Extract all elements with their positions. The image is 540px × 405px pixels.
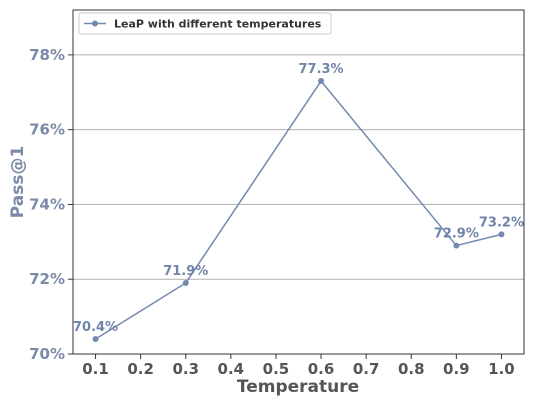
data-label: 70.4% [73,320,118,335]
x-axis-ticks: 0.1 0.2 0.3 0.4 0.5 0.6 0.7 0.8 0.9 1.0 [82,354,515,378]
data-label: 72.9% [434,227,479,242]
legend-box [78,12,332,35]
y-tick-label: 78% [29,46,65,64]
y-tick-label: 72% [29,270,65,288]
data-label: 77.3% [298,62,343,77]
data-point [498,231,505,238]
x-tick-label: 0.6 [308,360,335,378]
legend: LeaP with different temperatures [78,12,332,35]
x-axis-label: Temperature [237,377,359,397]
x-tick-label: 0.5 [263,360,290,378]
data-point [453,242,460,249]
data-point [182,279,189,286]
x-tick-label: 0.7 [353,360,380,378]
legend-entry-label: LeaP with different temperatures [114,18,322,31]
y-tick-label: 70% [29,345,65,363]
plot-frame [72,9,525,355]
y-axis-ticks: 70% 72% 74% 76% 78% [29,46,73,363]
y-axis-label: Pass@1 [8,146,28,219]
data-label: 71.9% [163,264,208,279]
gridlines [73,54,524,280]
x-tick-label: 0.4 [218,360,245,378]
x-tick-label: 1.0 [488,360,515,378]
y-tick-label: 76% [29,121,65,139]
plot-area [73,10,524,354]
series-group: 70.4% 71.9% 77.3% 72.9%73.2% [73,62,524,343]
x-tick-label: 0.1 [82,360,109,378]
data-label: 73.2% [479,215,524,230]
x-tick-label: 0.3 [172,360,199,378]
data-point [92,336,99,343]
data-point [318,78,325,85]
y-tick-label: 74% [29,195,65,213]
x-tick-label: 0.8 [398,360,425,378]
x-tick-label: 0.2 [127,360,154,378]
x-tick-label: 0.9 [443,360,470,378]
legend-marker-swatch [92,20,98,27]
